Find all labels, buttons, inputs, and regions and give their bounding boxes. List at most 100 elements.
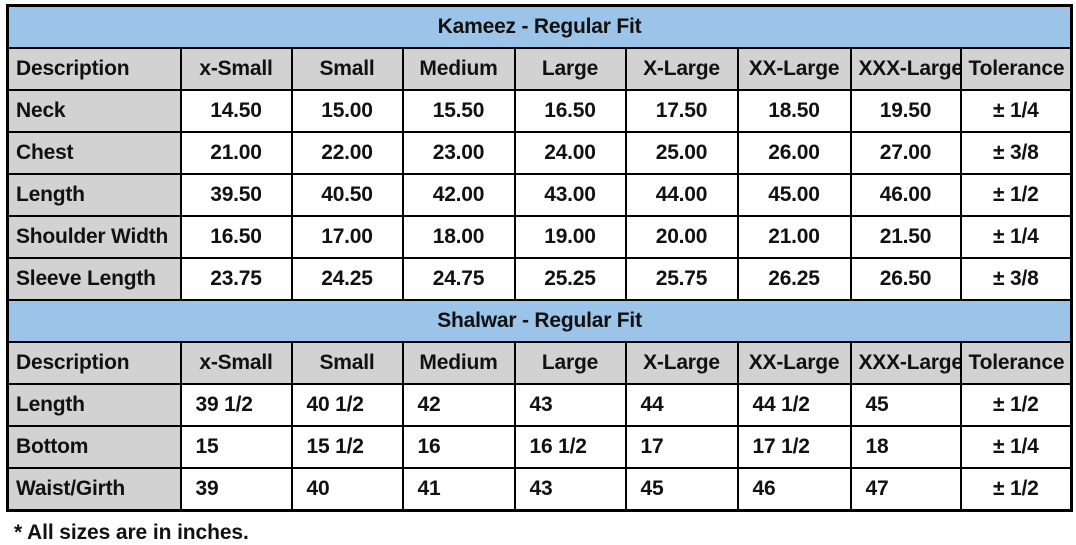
column-header-xx-large-shalwar: XX-Large: [736, 341, 852, 385]
table-row: Sleeve Length 23.75 24.25 24.75 25.25 25…: [6, 257, 1073, 301]
cell-neck-small: 15.00: [290, 89, 404, 133]
cell-sleeve-length-xxx-large: 26.50: [849, 257, 962, 301]
row-label-sleeve-length: Sleeve Length: [6, 257, 182, 301]
cell-sleeve-length-xx-large: 26.25: [736, 257, 852, 301]
cell-sleeve-length-x-small: 23.75: [179, 257, 293, 301]
cell-length-large: 43.00: [513, 173, 627, 217]
column-header-large: Large: [513, 47, 627, 91]
cell-neck-large: 16.50: [513, 89, 627, 133]
cell-shalwar-length-x-large: 44: [624, 383, 739, 427]
column-header-x-small: x-Small: [179, 47, 293, 91]
column-header-description: Description: [6, 47, 182, 91]
column-header-xxx-large: XXX-Large: [849, 47, 962, 91]
cell-waist-girth-xx-large: 46: [736, 467, 852, 512]
cell-shalwar-length-tolerance: ± 1/2: [959, 383, 1073, 427]
cell-sleeve-length-small: 24.25: [290, 257, 404, 301]
cell-sleeve-length-tolerance: ± 3/8: [959, 257, 1073, 301]
table-row: Chest 21.00 22.00 23.00 24.00 25.00 26.0…: [6, 131, 1073, 175]
column-header-x-large-shalwar: X-Large: [624, 341, 739, 385]
cell-shoulder-width-medium: 18.00: [401, 215, 516, 259]
cell-waist-girth-large: 43: [513, 467, 627, 512]
cell-neck-xx-large: 18.50: [736, 89, 852, 133]
cell-shalwar-length-small: 40 1/2: [290, 383, 404, 427]
row-label-shoulder-width: Shoulder Width: [6, 215, 182, 259]
cell-sleeve-length-large: 25.25: [513, 257, 627, 301]
size-chart-sheet: Kameez - Regular Fit Description x-Small…: [6, 4, 1074, 544]
table-row: Bottom 15 15 1/2 16 16 1/2 17 17 1/2 18 …: [6, 425, 1073, 469]
column-header-x-small-shalwar: x-Small: [179, 341, 293, 385]
cell-chest-medium: 23.00: [401, 131, 516, 175]
column-header-large-shalwar: Large: [513, 341, 627, 385]
table-row: Waist/Girth 39 40 41 43 45 46 47 ± 1/2: [6, 467, 1073, 512]
cell-bottom-xx-large: 17 1/2: [736, 425, 852, 469]
row-label-waist-girth: Waist/Girth: [6, 467, 182, 512]
column-header-medium-shalwar: Medium: [401, 341, 516, 385]
table-row: Length 39 1/2 40 1/2 42 43 44 44 1/2 45 …: [6, 383, 1073, 427]
column-header-tolerance: Tolerance: [959, 47, 1073, 91]
column-header-xxx-large-shalwar: XXX-Large: [849, 341, 962, 385]
cell-chest-xx-large: 26.00: [736, 131, 852, 175]
table-row: Shoulder Width 16.50 17.00 18.00 19.00 2…: [6, 215, 1073, 259]
cell-waist-girth-x-large: 45: [624, 467, 739, 512]
cell-length-x-small: 39.50: [179, 173, 293, 217]
cell-shoulder-width-xx-large: 21.00: [736, 215, 852, 259]
cell-shalwar-length-large: 43: [513, 383, 627, 427]
column-header-tolerance-shalwar: Tolerance: [959, 341, 1073, 385]
column-header-small: Small: [290, 47, 404, 91]
section-title-row-kameez: Kameez - Regular Fit: [6, 4, 1073, 49]
cell-chest-tolerance: ± 3/8: [959, 131, 1073, 175]
cell-waist-girth-xxx-large: 47: [849, 467, 962, 512]
section-title-row-shalwar: Shalwar - Regular Fit: [6, 299, 1073, 343]
row-label-chest: Chest: [6, 131, 182, 175]
cell-shalwar-length-xxx-large: 45: [849, 383, 962, 427]
column-header-x-large: X-Large: [624, 47, 739, 91]
cell-length-tolerance: ± 1/2: [959, 173, 1073, 217]
table-row: Neck 14.50 15.00 15.50 16.50 17.50 18.50…: [6, 89, 1073, 133]
column-header-medium: Medium: [401, 47, 516, 91]
cell-chest-large: 24.00: [513, 131, 627, 175]
section-title-shalwar: Shalwar - Regular Fit: [6, 299, 1073, 343]
cell-shoulder-width-tolerance: ± 1/4: [959, 215, 1073, 259]
section-title-kameez: Kameez - Regular Fit: [6, 4, 1073, 49]
cell-length-x-large: 44.00: [624, 173, 739, 217]
cell-shoulder-width-large: 19.00: [513, 215, 627, 259]
table-row: Length 39.50 40.50 42.00 43.00 44.00 45.…: [6, 173, 1073, 217]
cell-bottom-xxx-large: 18: [849, 425, 962, 469]
cell-shoulder-width-small: 17.00: [290, 215, 404, 259]
cell-chest-small: 22.00: [290, 131, 404, 175]
cell-waist-girth-small: 40: [290, 467, 404, 512]
footnote-text: * All sizes are in inches.: [14, 521, 249, 544]
column-header-description-shalwar: Description: [6, 341, 182, 385]
cell-length-small: 40.50: [290, 173, 404, 217]
cell-neck-x-small: 14.50: [179, 89, 293, 133]
column-header-row-shalwar: Description x-Small Small Medium Large X…: [6, 341, 1073, 385]
cell-shoulder-width-xxx-large: 21.50: [849, 215, 962, 259]
row-label-length-shalwar: Length: [6, 383, 182, 427]
cell-chest-xxx-large: 27.00: [849, 131, 962, 175]
cell-shoulder-width-x-small: 16.50: [179, 215, 293, 259]
cell-bottom-x-large: 17: [624, 425, 739, 469]
cell-chest-x-small: 21.00: [179, 131, 293, 175]
cell-shalwar-length-x-small: 39 1/2: [179, 383, 293, 427]
cell-bottom-large: 16 1/2: [513, 425, 627, 469]
cell-waist-girth-tolerance: ± 1/2: [959, 467, 1073, 512]
cell-bottom-tolerance: ± 1/4: [959, 425, 1073, 469]
row-label-bottom: Bottom: [6, 425, 182, 469]
cell-bottom-medium: 16: [401, 425, 516, 469]
row-label-neck: Neck: [6, 89, 182, 133]
column-header-xx-large: XX-Large: [736, 47, 852, 91]
cell-neck-xxx-large: 19.50: [849, 89, 962, 133]
cell-bottom-x-small: 15: [179, 425, 293, 469]
cell-shalwar-length-medium: 42: [401, 383, 516, 427]
cell-shoulder-width-x-large: 20.00: [624, 215, 739, 259]
cell-neck-tolerance: ± 1/4: [959, 89, 1073, 133]
cell-bottom-small: 15 1/2: [290, 425, 404, 469]
cell-sleeve-length-medium: 24.75: [401, 257, 516, 301]
cell-waist-girth-x-small: 39: [179, 467, 293, 512]
cell-length-xxx-large: 46.00: [849, 173, 962, 217]
cell-neck-medium: 15.50: [401, 89, 516, 133]
cell-length-xx-large: 45.00: [736, 173, 852, 217]
column-header-small-shalwar: Small: [290, 341, 404, 385]
cell-neck-x-large: 17.50: [624, 89, 739, 133]
cell-length-medium: 42.00: [401, 173, 516, 217]
